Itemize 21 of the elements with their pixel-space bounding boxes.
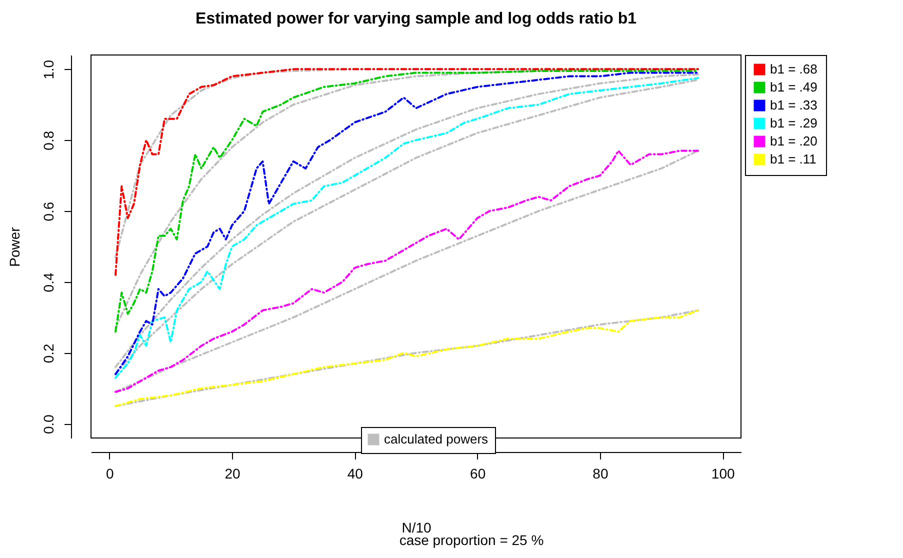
- x-tick-label: 20: [224, 466, 241, 482]
- y-tick-label: 1.0: [40, 60, 56, 80]
- legend-label: b1 = .11: [770, 152, 816, 166]
- legend-label: b1 = .49: [770, 80, 818, 94]
- x-tick-label: 60: [470, 466, 486, 482]
- legend-label: b1 = .33: [770, 98, 818, 112]
- chart-title: Estimated power for varying sample and log odds ratio b1: [196, 10, 637, 28]
- y-tick-label: 0.4: [40, 272, 56, 292]
- legend-label: calculated powers: [384, 432, 489, 446]
- legend-label: b1 = .68: [770, 62, 818, 76]
- x-tick-label: 100: [711, 466, 735, 482]
- y-tick-label: 0.8: [40, 130, 56, 150]
- legend-label: b1 = .20: [770, 134, 818, 148]
- y-tick-label: 0.2: [40, 343, 56, 364]
- x-tick-label: 40: [347, 466, 364, 482]
- legend-label: b1 = .29: [770, 116, 818, 130]
- y-axis-title: Power: [6, 226, 22, 267]
- y-tick-label: 0.6: [40, 202, 56, 222]
- y-tick-label: 0.0: [40, 414, 56, 434]
- x-tick-label: 80: [592, 466, 608, 482]
- x-tick-label: 0: [106, 466, 114, 482]
